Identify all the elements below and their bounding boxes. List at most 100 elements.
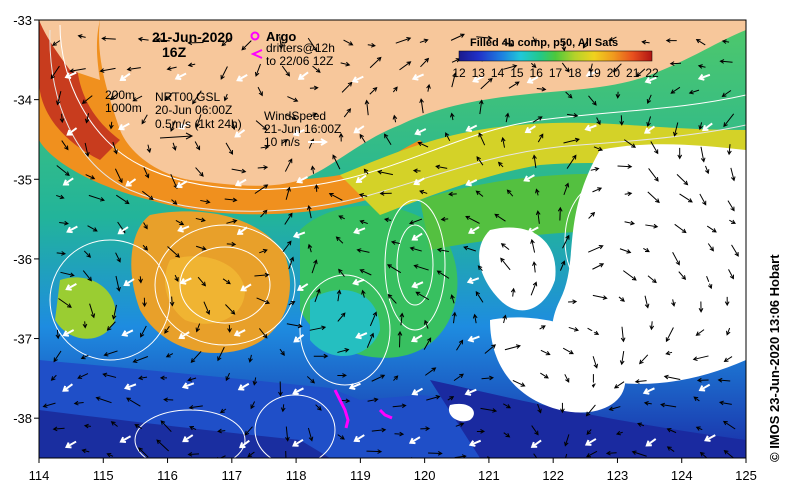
current-arrow [42,402,56,408]
current-arrow [435,164,448,170]
wind-arrow [644,76,657,84]
current-arrow [254,63,261,77]
current-arrow [665,350,673,356]
current-arrow [84,113,90,124]
current-arrow [73,400,84,406]
lon-tick-label: 124 [671,468,693,483]
current-arrow [476,429,486,434]
current-arrow [697,64,706,69]
current-arrow [227,324,232,333]
current-arrow [502,314,507,324]
current-arrow [220,66,228,80]
current-arrow [137,375,148,381]
current-arrow [623,270,637,281]
current-arrow [77,34,86,39]
current-arrow [356,248,370,253]
wind-arrow [355,332,368,340]
current-arrow [61,140,69,151]
current-arrow [586,429,592,436]
current-arrow [530,238,536,253]
current-arrow [142,244,149,251]
wind-arrow [62,383,74,392]
current-arrow [116,194,130,205]
wind-arrow [411,281,424,289]
current-arrow [223,93,229,102]
current-arrow [564,374,570,383]
current-arrow [425,367,437,376]
current-arrow [535,210,541,224]
current-arrow [557,206,563,221]
current-arrow [590,166,600,172]
current-arrow [250,401,256,410]
current-arrow [219,408,227,414]
colorbar-title: Filled 4h comp, p50, All Sats [470,37,618,49]
current-arrow [596,117,601,126]
current-arrow [503,40,514,47]
current-arrow [718,400,732,406]
current-arrow [540,372,549,379]
wind-arrow [643,125,656,134]
current-arrow [115,275,121,292]
current-arrow [174,274,179,282]
current-arrow [282,240,292,253]
current-arrow [216,455,226,458]
current-arrow [192,90,202,105]
wind-arrow [64,71,77,79]
current-arrow [338,215,345,220]
current-arrow [561,42,567,52]
colorbar-tick-label: 19 [587,66,601,80]
wind-arrow [293,334,305,343]
drifter-icon [250,49,263,59]
wind-arrow [580,284,593,292]
wind-arrow [296,283,309,291]
current-arrow [55,329,61,340]
wind-title: WindSpeed [264,109,326,123]
current-arrow [445,132,451,142]
current-arrow [532,261,537,273]
current-arrow [379,191,392,196]
current-arrow [138,447,149,458]
current-arrow [166,66,177,71]
current-arrow [82,321,88,329]
current-arrow [447,396,455,401]
current-arrow [563,137,580,144]
current-arrow [137,36,149,42]
current-arrow [307,243,313,253]
wind-arrow [531,330,543,339]
current-arrow [284,158,293,172]
current-arrow [307,427,314,442]
current-arrow [530,62,537,68]
current-arrow [89,303,96,319]
current-arrow [637,422,645,427]
current-arrow [188,405,203,410]
current-arrow [87,225,98,232]
current-arrow [535,188,540,196]
current-arrow [53,350,62,363]
current-arrow [585,404,596,417]
current-arrow [259,248,268,254]
lat-tick-label: -34 [13,93,32,108]
current-arrow [187,40,204,46]
current-arrow [257,165,269,170]
wind-arrow [526,226,539,235]
wind-arrow [182,434,194,443]
current-arrow [279,348,285,356]
wind-arrow [411,387,424,396]
colorbar-tick-label: 20 [607,66,621,80]
current-arrow [533,453,538,458]
current-arrow [281,65,291,77]
current-arrow [172,142,177,151]
current-arrow [337,312,346,322]
cloud-patch-east [552,144,746,384]
current-arrow [343,108,352,118]
current-arrow [624,191,633,197]
current-arrow [252,377,258,386]
wind-arrow [697,230,710,239]
wind-arrow [119,435,132,444]
current-arrow [337,348,350,353]
wind-arrow [465,179,478,187]
wind-arrow [414,128,427,136]
current-arrow [50,374,57,381]
lon-tick-label: 117 [221,468,242,483]
current-arrow [312,65,321,73]
